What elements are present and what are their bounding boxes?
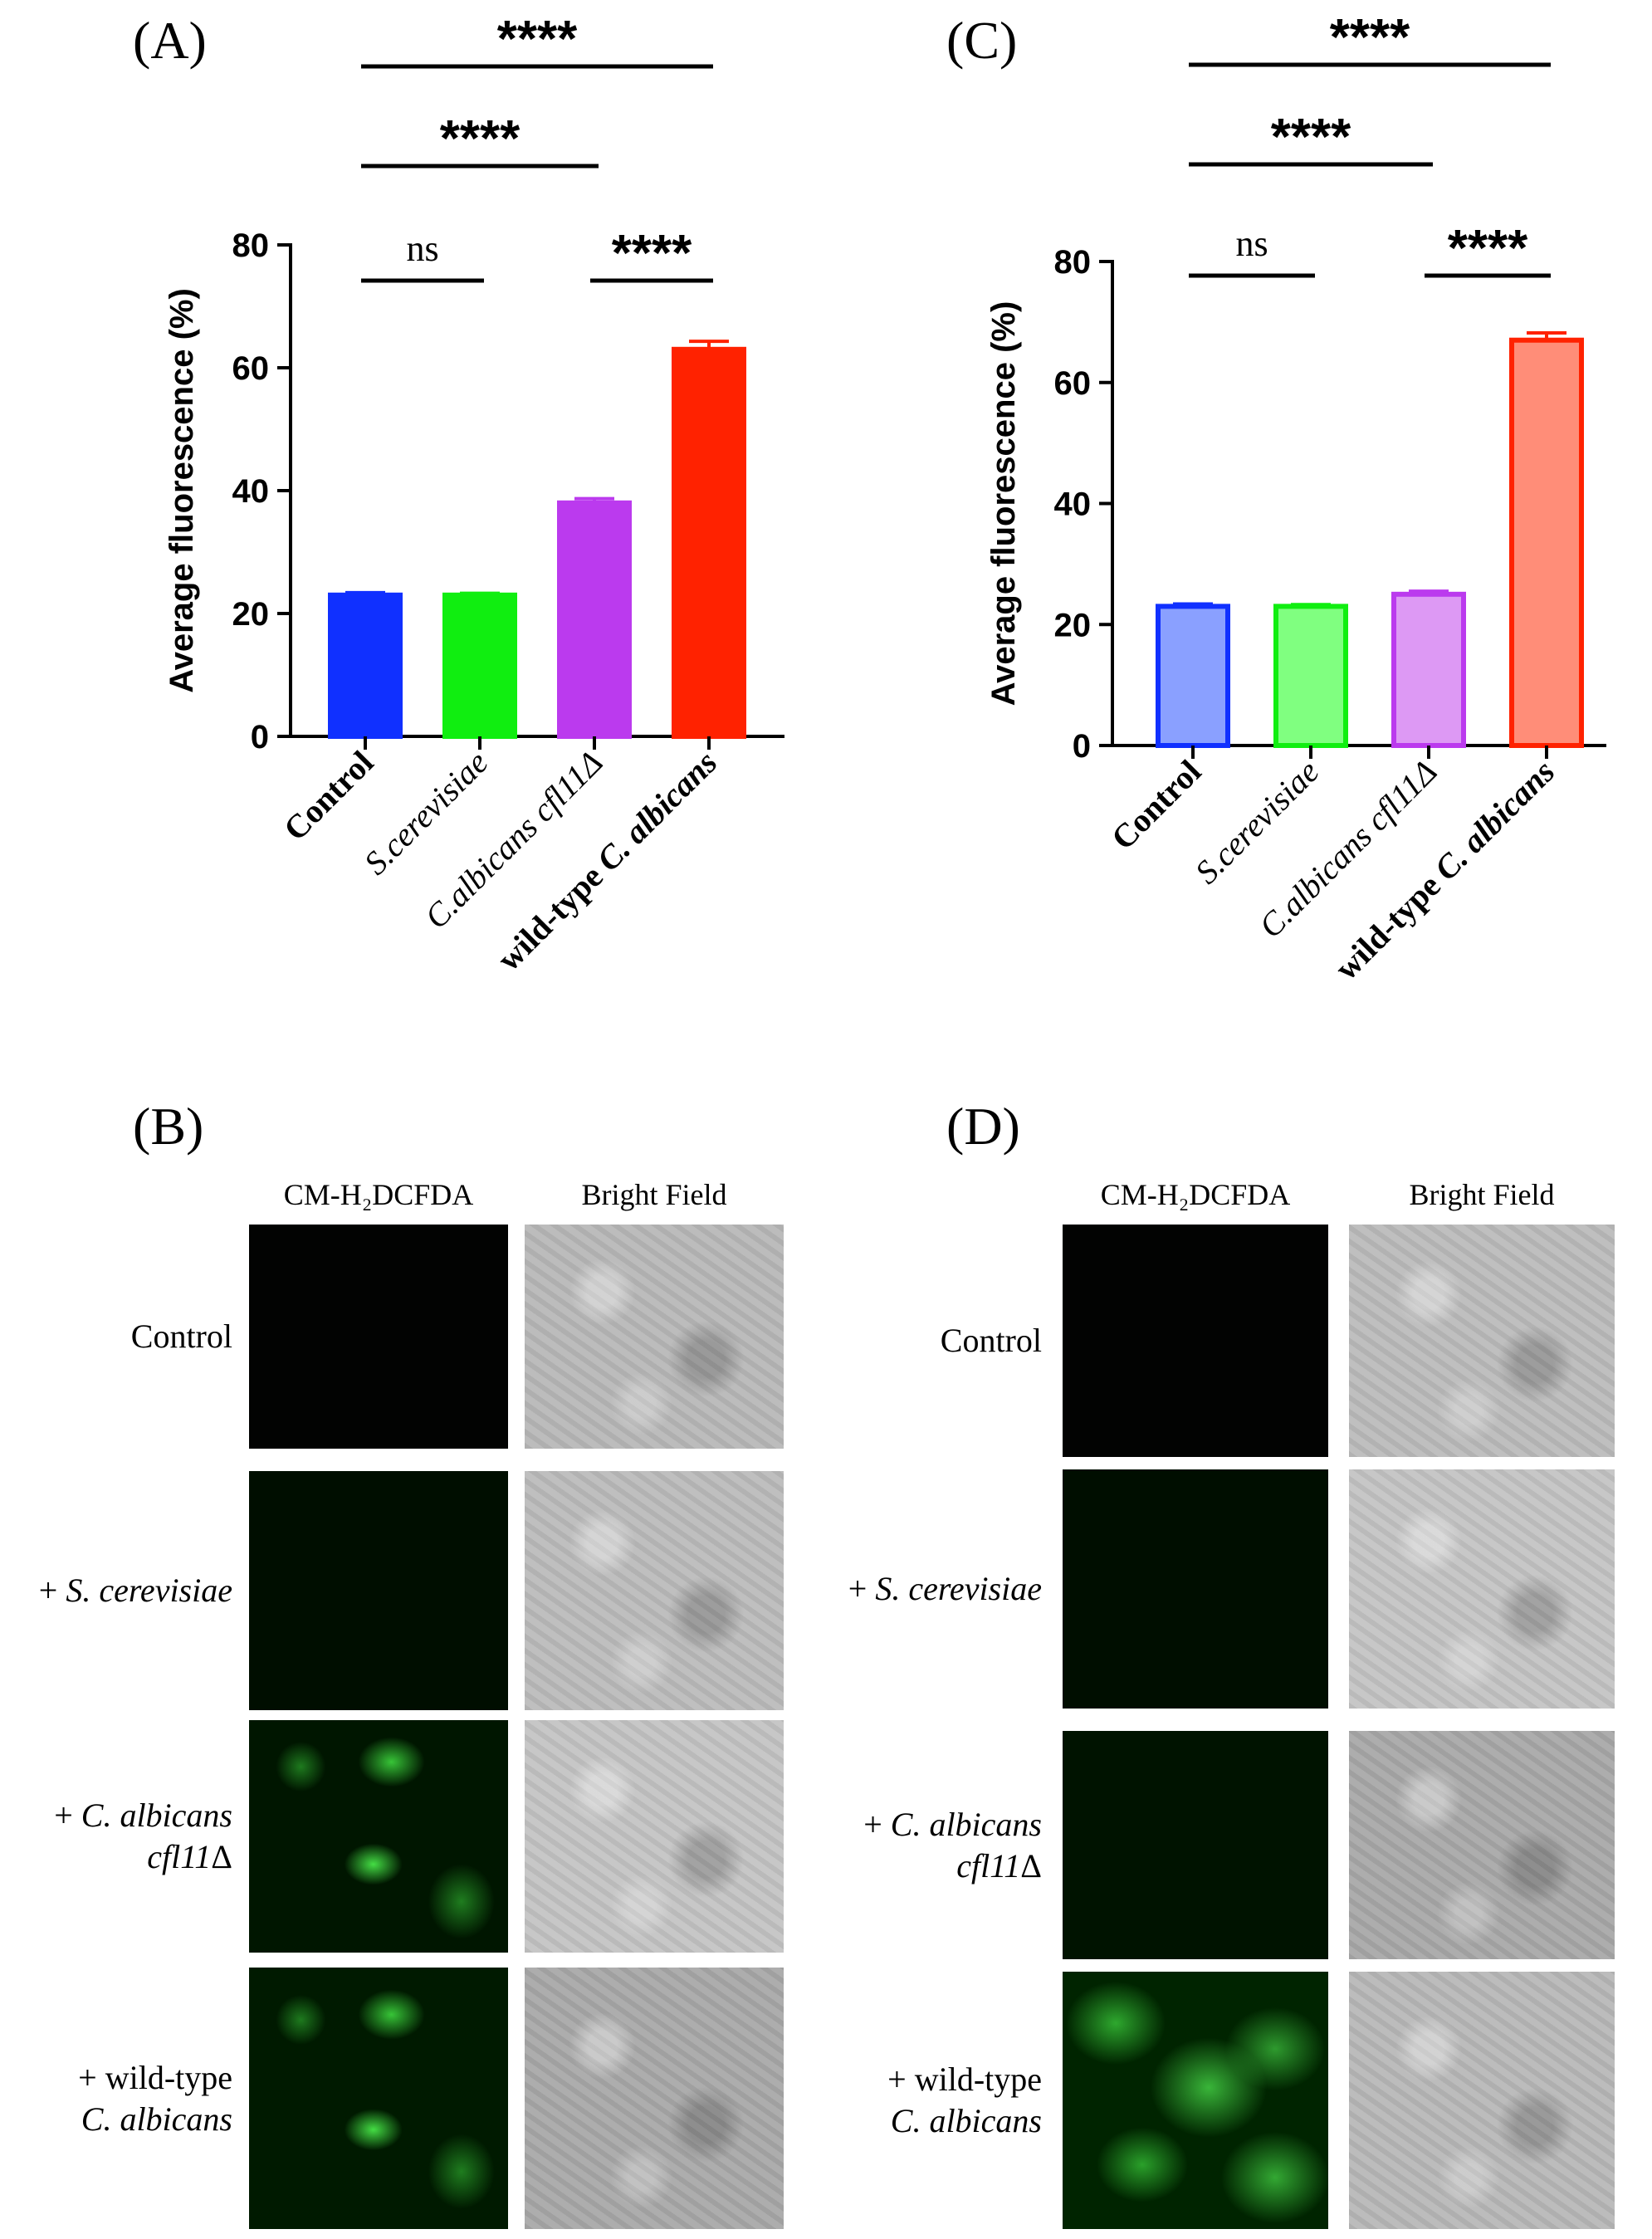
bar (328, 592, 403, 739)
row-label: + wild-type C. albicans (17, 2057, 232, 2140)
significance-label: **** (497, 11, 578, 68)
panel-label-d: (D) (946, 1097, 1020, 1156)
bright-field-image (525, 1225, 784, 1449)
bar (1509, 337, 1584, 748)
row-label: + S. cerevisiae (826, 1568, 1042, 1610)
row-label: + C. albicans cfl11Δ (17, 1795, 232, 1878)
row-label-species: S. cerevisiae (875, 1570, 1042, 1607)
x-tick-label: Control (276, 744, 381, 848)
bright-field-image (1349, 1225, 1615, 1457)
row-label-species: C. albicans (890, 2102, 1042, 2139)
row-label-text: + wild-type (78, 2058, 232, 2096)
bar-charts: 0 20 40 60 80 Average fluorescence (%) Control… (164, 9, 1606, 987)
fluorescence-image (1063, 1469, 1328, 1709)
fluorescence-image (249, 1471, 508, 1710)
column-header-fluorescence: CM-H₂DCFDA (1100, 1178, 1291, 1211)
y-tick-label: 0 (1073, 728, 1091, 765)
y-tick-label: 40 (232, 473, 270, 510)
row-label-text: + (54, 1797, 81, 1834)
row-label-text: + wild-type (887, 2061, 1042, 2098)
row-label: Control (826, 1320, 1042, 1361)
y-tick-label: 80 (1054, 244, 1092, 281)
y-tick-label: 60 (232, 350, 270, 387)
y-tick-label: 20 (1054, 607, 1092, 643)
bar (442, 592, 517, 739)
bright-field-image (525, 1471, 784, 1710)
significance-label: **** (1271, 109, 1351, 166)
significance-label: **** (1330, 9, 1410, 66)
bright-field-image (1349, 1469, 1615, 1709)
row-label-text: Control (130, 1317, 232, 1355)
significance-label: **** (1448, 220, 1528, 277)
row-label-text: Control (940, 1322, 1042, 1359)
chart-a: 0 20 40 60 80 Average fluorescence (%) Control… (164, 11, 784, 978)
fluorescence-image (1063, 1731, 1328, 1959)
fluorescence-image (1063, 1972, 1328, 2229)
y-axis-label: Average fluorescence (%) (164, 288, 200, 693)
panel-label-b: (B) (133, 1097, 204, 1156)
row-label-text: + (863, 1805, 891, 1843)
row-label: + wild-type C. albicans (826, 2059, 1042, 2142)
column-header-fluorescence: CM-H₂DCFDA (283, 1178, 474, 1211)
column-header-bright-field: Bright Field (1409, 1178, 1555, 1211)
fluorescence-image (1063, 1225, 1328, 1457)
bright-field-image (525, 1720, 784, 1953)
chart-c: 0 20 40 60 80 Average fluorescence (%) Control… (985, 9, 1606, 987)
panel-label-c: (C) (946, 11, 1018, 70)
x-tick-label: Control (1104, 753, 1209, 858)
row-label-text: + (38, 1572, 66, 1609)
bright-field-image (1349, 1972, 1615, 2229)
row-label-species: S. cerevisiae (66, 1572, 232, 1609)
row-label-species: C. albicans (81, 1797, 232, 1834)
fluorescence-image (249, 1968, 508, 2229)
x-tick-label: wild-type C. albicans (490, 744, 724, 978)
significance-label: ns (406, 228, 438, 269)
fluorescence-image (249, 1225, 508, 1449)
row-label-text: Δ (1020, 1846, 1042, 1885)
bright-field-image (1349, 1731, 1615, 1959)
panel-label-a: (A) (133, 11, 207, 70)
bar (557, 500, 632, 739)
row-label-species: cfl11 (147, 1838, 212, 1875)
row-label-species: C. albicans (890, 1805, 1042, 1843)
row-label: + S. cerevisiae (17, 1570, 232, 1611)
row-label-text: Δ (211, 1838, 232, 1875)
bright-field-image (525, 1968, 784, 2229)
bar (1156, 604, 1230, 749)
significance-label: **** (440, 110, 521, 168)
row-label: + C. albicans cfl11Δ (826, 1804, 1042, 1887)
significance-label: **** (612, 225, 692, 282)
y-tick-label: 20 (232, 596, 270, 633)
column-header-bright-field: Bright Field (581, 1178, 727, 1211)
fluorescence-image (249, 1720, 508, 1953)
row-label-text: + (848, 1570, 876, 1607)
bar (672, 346, 746, 739)
y-axis-label: Average fluorescence (%) (985, 301, 1022, 706)
x-tick-label: wild-type C. albicans (1327, 753, 1562, 987)
bar (1391, 591, 1466, 748)
y-tick-label: 0 (251, 719, 269, 755)
row-label-species: cfl11 (956, 1846, 1021, 1885)
y-tick-label: 40 (1054, 486, 1092, 523)
y-tick-label: 80 (232, 227, 270, 264)
row-label: Control (17, 1316, 232, 1357)
row-label-species: C. albicans (81, 2100, 232, 2138)
bar (1273, 604, 1348, 749)
y-tick-label: 60 (1054, 365, 1092, 402)
significance-label: ns (1235, 223, 1268, 264)
